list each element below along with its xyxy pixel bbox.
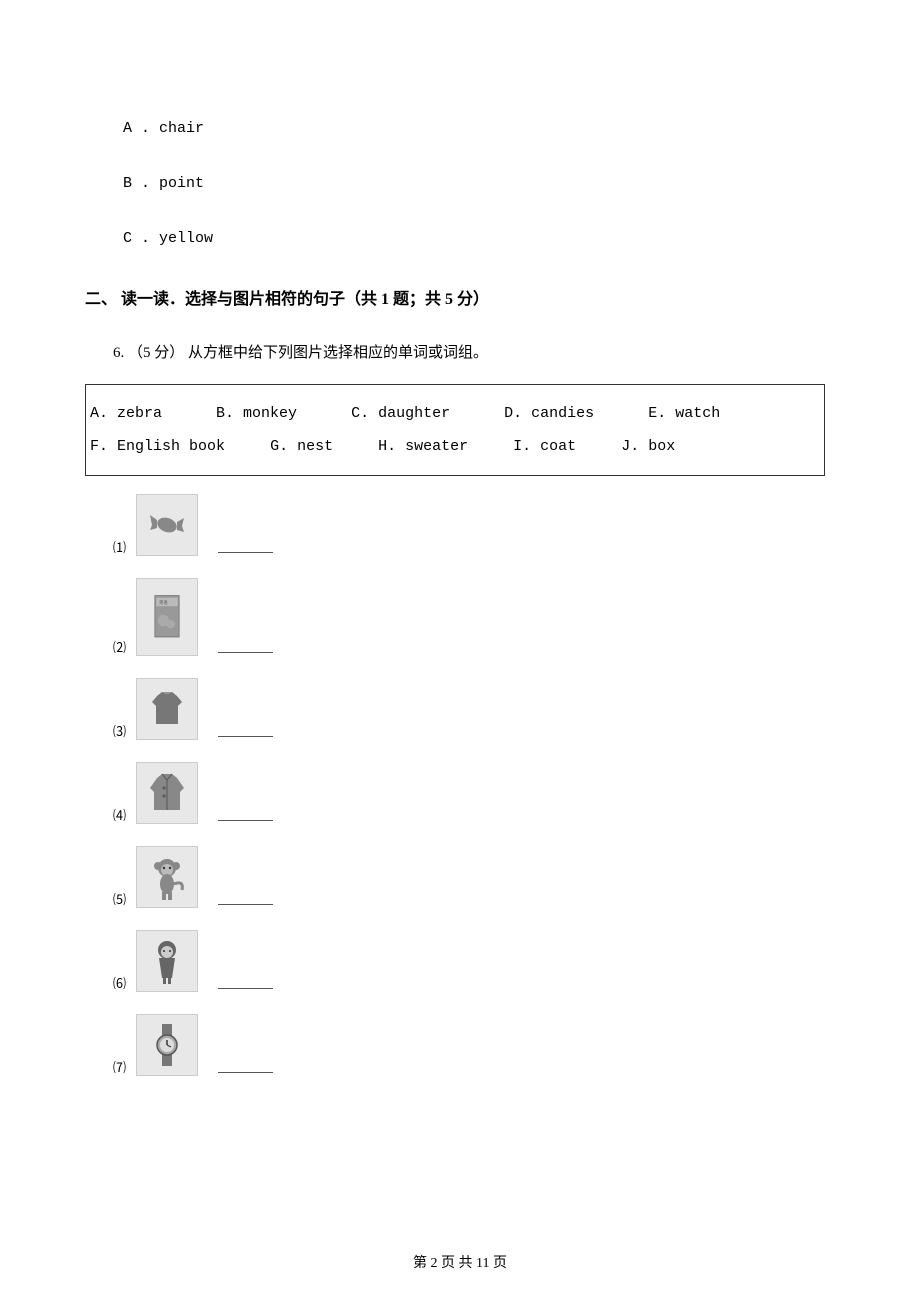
question-line: 6. （5 分） 从方框中给下列图片选择相应的单词或词组。: [85, 341, 835, 362]
option-c: C . yellow: [85, 230, 835, 247]
word-h: H. sweater: [378, 430, 468, 463]
word-g: G. nest: [270, 430, 333, 463]
monkey-icon: [142, 852, 192, 902]
item-1-blank[interactable]: [218, 552, 273, 553]
sweater-icon: [142, 684, 192, 734]
item-4-blank[interactable]: [218, 820, 273, 821]
word-box: A. zebra B. monkey C. daughter D. candie…: [85, 384, 825, 476]
item-7-blank[interactable]: [218, 1072, 273, 1073]
item-2-blank[interactable]: [218, 652, 273, 653]
item-6-image-daughter: [136, 930, 198, 992]
section-title: 二、 读一读．选择与图片相符的句子（共 1 题；共 5 分）: [85, 285, 835, 309]
question-points: （5 分）: [128, 345, 184, 361]
item-7-number: ⑺: [113, 1057, 126, 1076]
item-7-image-watch: [136, 1014, 198, 1076]
watch-icon: [142, 1020, 192, 1070]
book-icon: 英语: [142, 592, 192, 642]
item-6: ⑹: [85, 930, 835, 992]
item-3-blank[interactable]: [218, 736, 273, 737]
page-footer: 第 2 页 共 11 页: [0, 1252, 920, 1272]
word-e: E. watch: [648, 397, 720, 430]
item-4-image-coat: [136, 762, 198, 824]
word-a: A. zebra: [90, 397, 162, 430]
option-a: A . chair: [85, 120, 835, 137]
item-6-number: ⑹: [113, 973, 126, 992]
word-row-2: F. English book G. nest H. sweater I. co…: [90, 430, 820, 463]
word-i: I. coat: [513, 430, 576, 463]
word-f: F. English book: [90, 430, 225, 463]
item-1-image-candies: [136, 494, 198, 556]
item-4: ⑷: [85, 762, 835, 824]
section-text: 读一读．选择与图片相符的句子（共 1 题；共 5 分）: [121, 291, 489, 308]
item-6-blank[interactable]: [218, 988, 273, 989]
coat-icon: [142, 768, 192, 818]
word-j: J. box: [621, 430, 675, 463]
item-2: ⑵ 英语: [85, 578, 835, 656]
item-7: ⑺: [85, 1014, 835, 1076]
item-1-number: ⑴: [113, 537, 126, 556]
option-b: B . point: [85, 175, 835, 192]
item-3-image-sweater: [136, 678, 198, 740]
word-row-1: A. zebra B. monkey C. daughter D. candie…: [90, 397, 820, 430]
candies-icon: [142, 500, 192, 550]
item-1: ⑴: [85, 494, 835, 556]
item-5: ⑸: [85, 846, 835, 908]
section-number: 二、: [85, 291, 117, 308]
item-3-number: ⑶: [113, 721, 126, 740]
question-text: 从方框中给下列图片选择相应的单词或词组。: [188, 345, 488, 361]
item-2-image-book: 英语: [136, 578, 198, 656]
item-5-blank[interactable]: [218, 904, 273, 905]
svg-text:英语: 英语: [159, 599, 168, 606]
word-c: C. daughter: [351, 397, 450, 430]
item-5-number: ⑸: [113, 889, 126, 908]
item-4-number: ⑷: [113, 805, 126, 824]
question-number: 6.: [113, 345, 124, 361]
item-5-image-monkey: [136, 846, 198, 908]
word-b: B. monkey: [216, 397, 297, 430]
item-3: ⑶: [85, 678, 835, 740]
item-2-number: ⑵: [113, 637, 126, 656]
word-d: D. candies: [504, 397, 594, 430]
daughter-icon: [142, 936, 192, 986]
